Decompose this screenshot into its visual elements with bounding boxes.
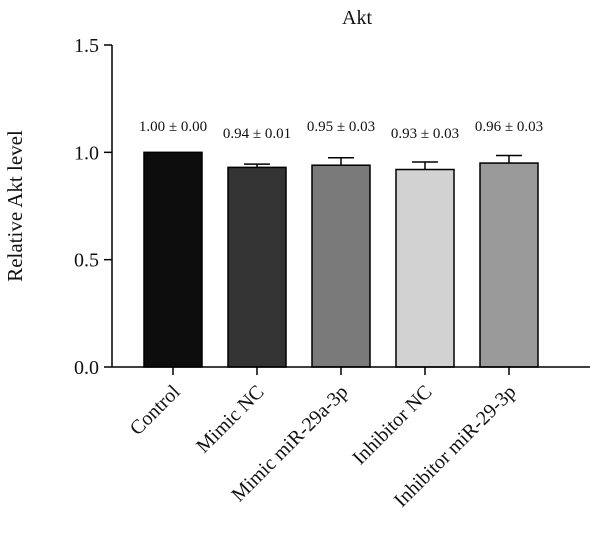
- data-label: 1.00 ± 0.00: [139, 119, 207, 135]
- y-tick-label: 0.0: [74, 357, 99, 379]
- data-label: 0.94 ± 0.01: [223, 126, 291, 142]
- data-label: 0.96 ± 0.03: [475, 119, 543, 135]
- data-label: 0.93 ± 0.03: [391, 126, 459, 142]
- bar: [479, 162, 539, 368]
- category-label: Mimic NC: [192, 381, 268, 457]
- y-axis-label: Relative Akt level: [3, 130, 27, 282]
- bar: [395, 168, 455, 368]
- y-tick-label: 1.5: [74, 35, 99, 57]
- chart-title: Akt: [342, 7, 372, 29]
- data-label: 0.95 ± 0.03: [307, 119, 375, 135]
- bar: [143, 151, 203, 368]
- category-label: Control: [126, 381, 185, 440]
- y-tick-label: 1.0: [74, 142, 99, 164]
- axes-layer: [104, 44, 590, 375]
- bar: [311, 164, 371, 368]
- bar: [227, 166, 287, 368]
- bars-layer: [143, 151, 539, 368]
- category-label: Inhibitor NC: [348, 381, 436, 469]
- y-tick-label: 0.5: [74, 250, 99, 272]
